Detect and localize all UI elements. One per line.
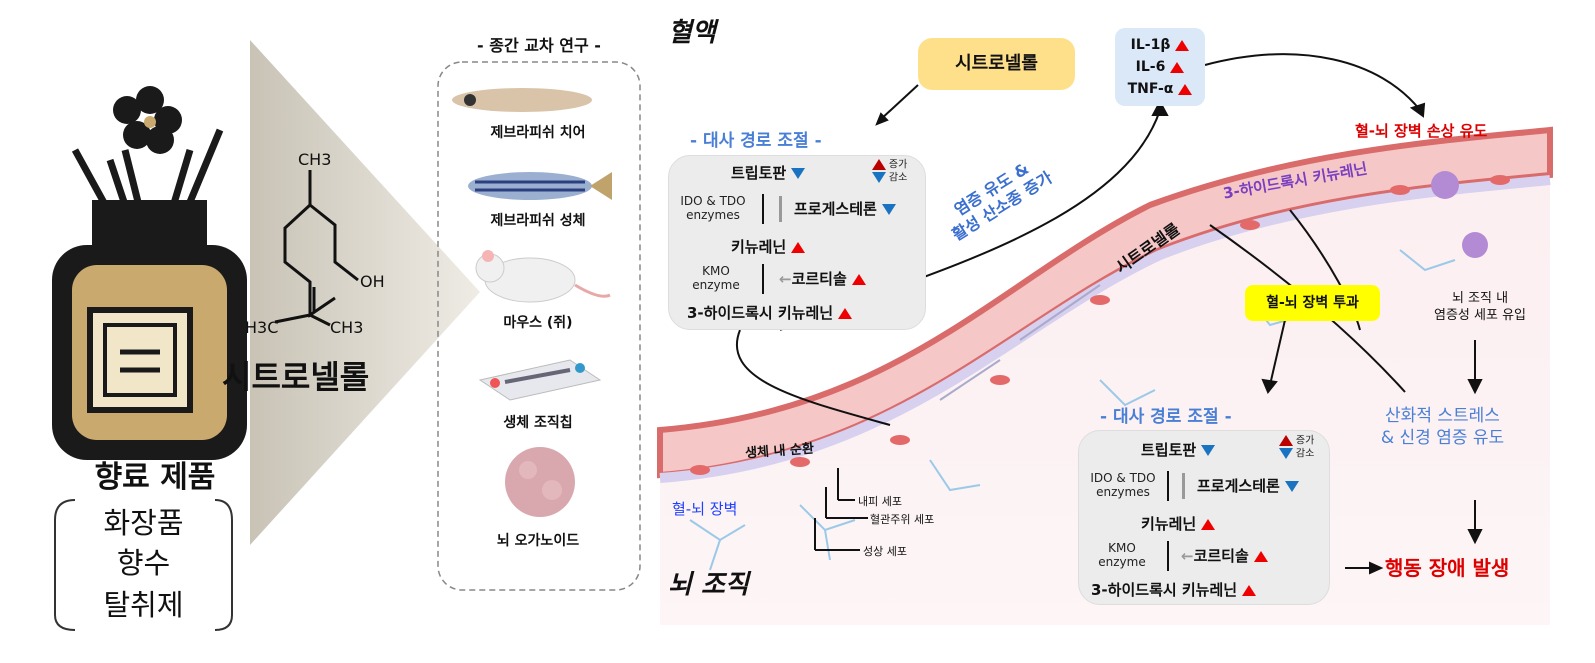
tryptophan: 트립토판 xyxy=(1141,439,1216,460)
label-astrocyte: 성상 세포 xyxy=(863,545,907,558)
tryptophan: 트립토판 xyxy=(731,162,806,183)
cytokine-il6: IL-6 xyxy=(1115,56,1205,78)
species-box xyxy=(437,61,641,591)
region-brain: 뇌 조직 xyxy=(668,570,749,600)
model-label: 마우스 (쥐) xyxy=(503,315,573,331)
model-label: 뇌 오가노이드 xyxy=(496,533,580,549)
kynurenine: 키뉴레닌 xyxy=(1141,513,1216,534)
behavior-label: 행동 장애 발생 xyxy=(1385,556,1510,580)
hydroxykynurenine: 3-하이드록시 키뉴레닌 xyxy=(1091,579,1257,600)
brain-organoid-icon xyxy=(505,447,575,517)
region-blood: 혈액 xyxy=(668,18,716,48)
progesterone: 프로게스테론 xyxy=(1197,475,1299,496)
label-endothelial: 내피 세포 xyxy=(858,495,902,508)
cross-species-title: - 종간 교차 연구 - xyxy=(477,36,601,55)
model-label: 제브라피쉬 성체 xyxy=(490,213,586,229)
ido-label: IDO & TDO enzymes xyxy=(1090,471,1156,499)
hydroxykynurenine: 3-하이드록시 키뉴레닌 xyxy=(687,302,853,323)
atom-label: OH xyxy=(360,272,385,291)
label-bbb: 혈-뇌 장벽 xyxy=(672,500,738,518)
atom-label: CH3 xyxy=(298,150,332,169)
kynurenine: 키뉴레닌 xyxy=(731,236,806,257)
cytokine-tnfa: TNF-α xyxy=(1115,78,1205,100)
mouse-icon xyxy=(475,250,611,303)
product-item: 화장품 xyxy=(103,506,184,540)
compound-name: 시트로넬롤 xyxy=(222,358,370,396)
bbb-damage-label: 혈-뇌 장벽 손상 유도 xyxy=(1355,122,1488,140)
cytokine-box: IL-1β IL-6 TNF-α xyxy=(1115,28,1205,106)
citronellol-structure xyxy=(274,170,359,327)
label-pericyte: 혈관주위 세포 xyxy=(870,513,935,526)
zebrafish-adult-icon xyxy=(468,172,612,200)
inhibit-icon xyxy=(1182,473,1185,499)
cortisol: ←코르티솔 xyxy=(779,268,866,289)
metabolic-title: - 대사 경로 조절 - xyxy=(690,131,822,151)
inflammatory-cell-label: 뇌 조직 내 염증성 세포 유입 xyxy=(1434,291,1526,323)
atom-label: H3C xyxy=(245,318,279,337)
model-label: 제브라피쉬 치어 xyxy=(490,125,586,141)
bbb-penetration-label: 혈-뇌 장벽 투과 xyxy=(1245,285,1380,321)
product-title: 향료 제품 xyxy=(94,460,216,495)
model-label: 생체 조직칩 xyxy=(503,415,573,431)
zebrafish-larva-icon xyxy=(452,88,592,112)
product-item: 향수 xyxy=(116,546,171,580)
arrow-down-icon xyxy=(762,194,764,224)
transition-triangle xyxy=(250,40,480,545)
arrow-down-icon xyxy=(1167,471,1169,501)
inflammatory-cell-icon xyxy=(1431,171,1459,199)
increase-icon xyxy=(1178,83,1193,95)
kmo-label: KMO enzyme xyxy=(1098,541,1146,569)
product-item: 탈취제 xyxy=(103,588,184,622)
inhibit-icon xyxy=(779,196,782,222)
arrow-down-icon xyxy=(1167,541,1169,571)
increase-icon xyxy=(1170,61,1185,73)
legend: 증가 감소 xyxy=(1264,435,1324,460)
endothelial-cells xyxy=(690,175,1510,475)
progesterone: 프로게스테론 xyxy=(794,198,896,219)
metabolic-box: 트립토판 증가 감소 IDO & TDO enzymes 프로게스테론 키뉴레닌 … xyxy=(668,155,926,330)
organ-chip-icon xyxy=(478,359,602,401)
cytokine-il1b: IL-1β xyxy=(1115,34,1205,56)
inflammatory-cell-icon xyxy=(1462,232,1488,258)
diffuser-icon xyxy=(52,86,247,460)
citronellol-box: 시트로넬롤 xyxy=(918,38,1075,90)
arrow-down-icon xyxy=(762,264,764,294)
kmo-label: KMO enzyme xyxy=(692,264,740,292)
metabolic-title: - 대사 경로 조절 - xyxy=(1100,407,1232,427)
metabolic-box: 트립토판 증가 감소 IDO & TDO enzymes 프로게스테론 키뉴레닌 … xyxy=(1078,430,1330,605)
bbb-layer xyxy=(659,175,1551,483)
increase-icon xyxy=(1175,39,1190,51)
ido-label: IDO & TDO enzymes xyxy=(680,194,746,222)
cortisol: ←코르티솔 xyxy=(1181,545,1268,566)
oxidative-label: 산화적 스트레스 & 신경 염증 유도 xyxy=(1380,406,1505,448)
legend: 증가 감소 xyxy=(857,159,917,184)
atom-label: CH3 xyxy=(330,318,364,337)
astrocyte-cells xyxy=(689,249,1456,571)
decrease-icon xyxy=(791,168,806,179)
